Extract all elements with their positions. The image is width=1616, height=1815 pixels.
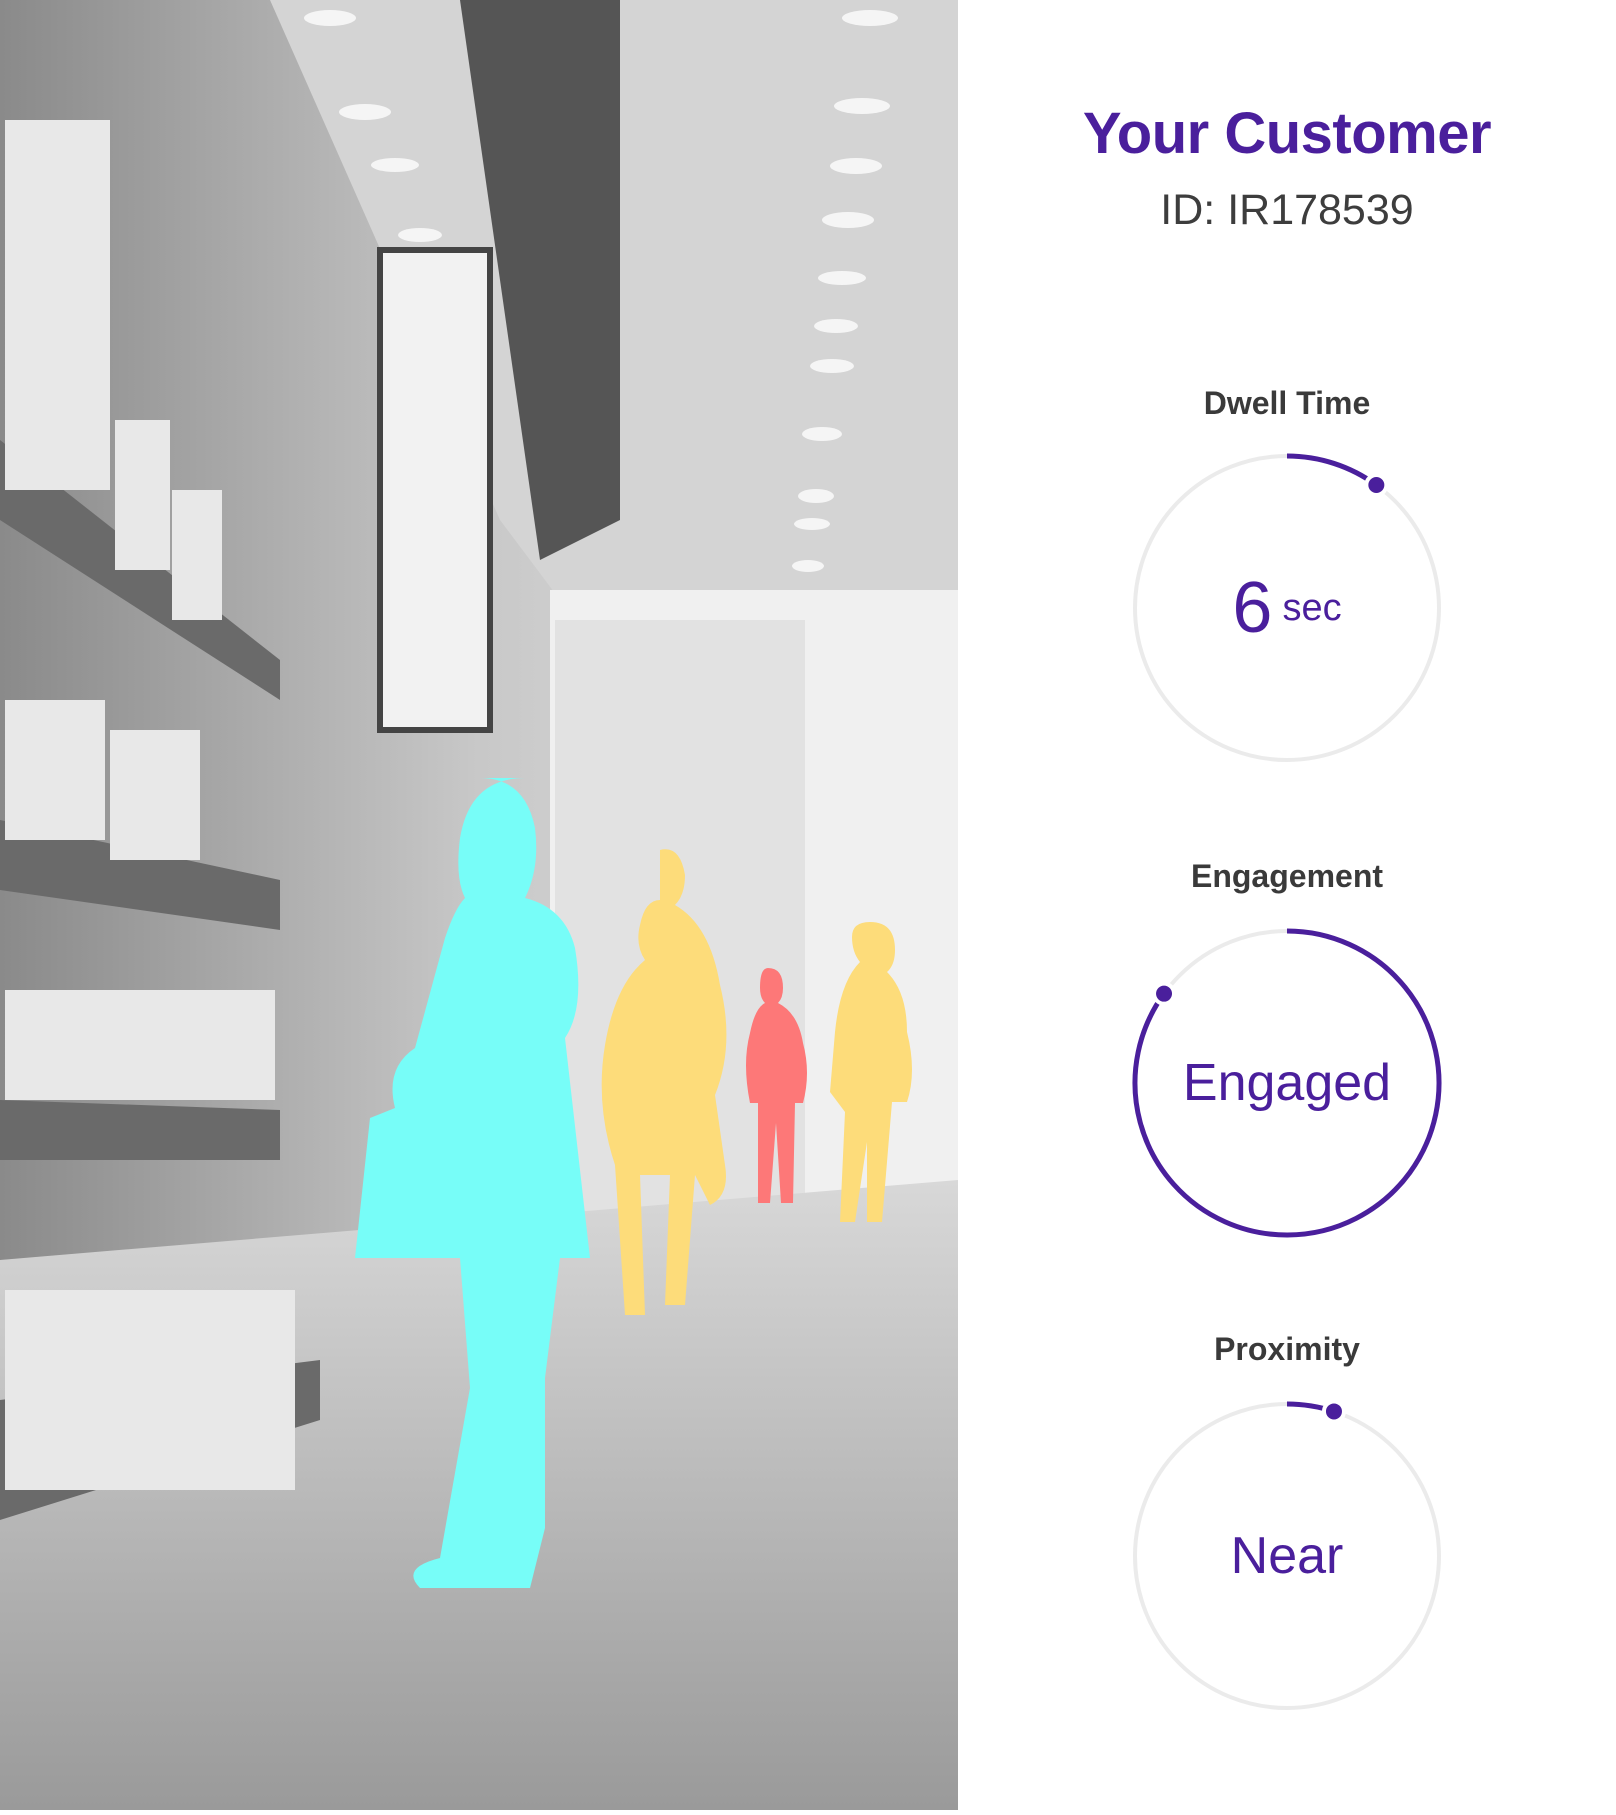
engagement-value: Engaged — [1182, 1054, 1392, 1112]
person-silhouette-tertiary — [746, 968, 807, 1203]
dwell-time-unit: sec — [1282, 586, 1342, 629]
proximity-gauge: Near — [1127, 1396, 1447, 1716]
proximity-label: Proximity — [1214, 1331, 1360, 1367]
person-silhouette-primary — [355, 778, 590, 1588]
dwell-time-value: 6 — [1232, 568, 1273, 648]
dwell-time-gauge: 6 sec — [1127, 448, 1447, 768]
customer-id: ID: IR178539 — [1160, 186, 1414, 234]
dwell-time-label: Dwell Time — [1203, 385, 1371, 421]
store-aisle-image — [0, 0, 958, 1810]
gauge-indicator-dot — [1364, 473, 1389, 498]
panel-title: Your Customer — [1082, 101, 1492, 166]
person-silhouette-secondary — [830, 922, 912, 1222]
person-silhouette-secondary — [601, 849, 727, 1315]
engagement-gauge: Engaged — [1127, 923, 1447, 1243]
engagement-label: Engagement — [1190, 858, 1384, 894]
gauge-indicator-dot — [1321, 1399, 1346, 1424]
gauge-indicator-dot — [1152, 981, 1177, 1006]
gauge-progress-arc — [1132, 928, 1442, 1238]
proximity-value: Near — [1230, 1527, 1344, 1585]
customer-panel: Your Customer ID: IR178539 Dwell Time 6 … — [958, 0, 1616, 1810]
